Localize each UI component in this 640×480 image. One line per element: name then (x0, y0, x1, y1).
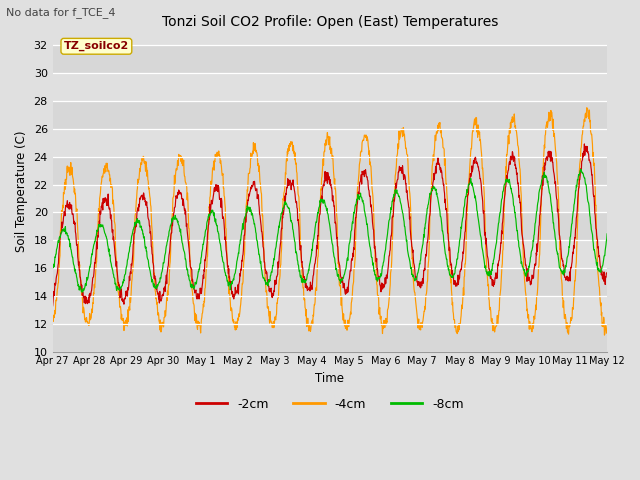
Bar (52, 213, 607, 240)
Bar (52, 101, 607, 129)
Bar (52, 46, 607, 73)
Bar (52, 324, 607, 351)
Y-axis label: Soil Temperature (C): Soil Temperature (C) (15, 131, 28, 252)
Bar (52, 268, 607, 296)
Text: No data for f_TCE_4: No data for f_TCE_4 (6, 7, 116, 18)
X-axis label: Time: Time (316, 372, 344, 385)
Title: Tonzi Soil CO2 Profile: Open (East) Temperatures: Tonzi Soil CO2 Profile: Open (East) Temp… (162, 15, 498, 29)
Bar (52, 157, 607, 185)
Text: TZ_soilco2: TZ_soilco2 (64, 41, 129, 51)
Legend: -2cm, -4cm, -8cm: -2cm, -4cm, -8cm (191, 393, 469, 416)
